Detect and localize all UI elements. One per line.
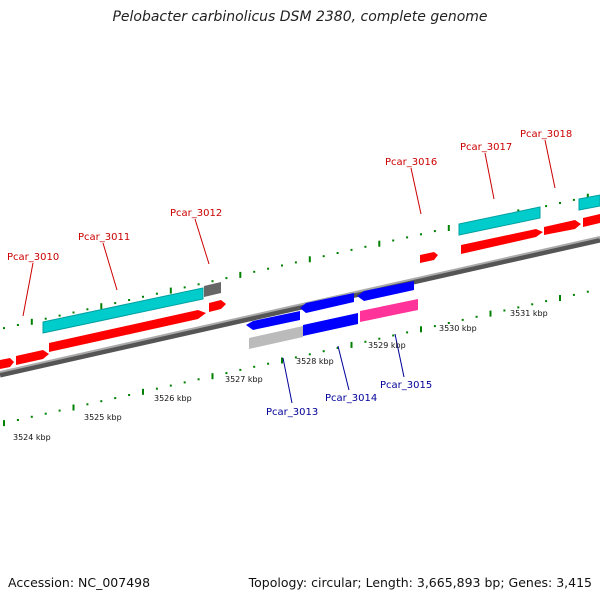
gene-pcar-3014[interactable] [303,313,358,336]
gene-pcar-3013[interactable] [249,326,303,349]
accession-text: Accession: NC_007498 [8,575,151,590]
label-pcar-3012: Pcar_3012 [170,208,222,219]
genome-summary-text: Topology: circular; Length: 3,665,893 bp… [248,575,592,590]
gene-pcar-3018[interactable] [544,220,581,235]
tick-label-3528: 3528 kbp [296,357,334,366]
leader-pcar-3011 [102,242,118,291]
gene-reverse-c[interactable] [357,281,414,301]
gene-reverse-b[interactable] [300,293,354,313]
tick-label-3524: 3524 kbp [13,433,51,442]
gene-pcar-3015[interactable] [360,299,418,322]
gene-pcar-3012[interactable] [209,300,226,312]
leader-pcar-3016 [410,167,422,215]
leader-pcar-3012 [194,218,210,265]
label-pcar-3015: Pcar_3015 [380,380,432,391]
gene-unknown-3012[interactable] [204,282,221,297]
tick-label-3526: 3526 kbp [154,394,192,403]
label-pcar-3017: Pcar_3017 [460,142,512,153]
leader-pcar-3010 [22,262,34,317]
genome-backbone [0,236,600,373]
label-pcar-3018: Pcar_3018 [520,129,572,140]
tick-label-3525: 3525 kbp [84,413,122,422]
cds-pcar-3017[interactable] [458,206,541,236]
leader-pcar-3015 [394,333,405,378]
leader-pcar-3014 [337,345,350,391]
label-pcar-3011: Pcar_3011 [78,232,130,243]
leader-pcar-3013 [282,357,293,404]
label-pcar-3010: Pcar_3010 [7,252,59,263]
map-title: Pelobacter carbinolicus DSM 2380, comple… [112,9,488,25]
leader-pcar-3017 [484,152,495,200]
gene-reverse-a[interactable] [246,311,300,330]
tick-label-3530: 3530 kbp [439,324,477,333]
genome-backbone-shadow [0,237,600,378]
gene-pcar-3019[interactable] [583,214,600,227]
gene-pcar-3011[interactable] [49,310,206,352]
gene-pcar-3017[interactable] [461,229,543,254]
tick-label-3527: 3527 kbp [225,375,263,384]
gene-pcar-3009[interactable] [0,358,14,369]
gene-pcar-3016[interactable] [420,252,438,263]
leader-pcar-3018 [544,139,556,189]
tick-label-3531: 3531 kbp [510,309,548,318]
cds-pcar-3019[interactable] [578,194,600,211]
label-pcar-3016: Pcar_3016 [385,157,437,168]
cds-pcar-3011[interactable] [42,287,204,334]
tick-label-3529: 3529 kbp [368,341,406,350]
label-pcar-3014: Pcar_3014 [325,393,377,404]
label-pcar-3013: Pcar_3013 [266,407,318,418]
gene-pcar-3010[interactable] [16,350,49,365]
